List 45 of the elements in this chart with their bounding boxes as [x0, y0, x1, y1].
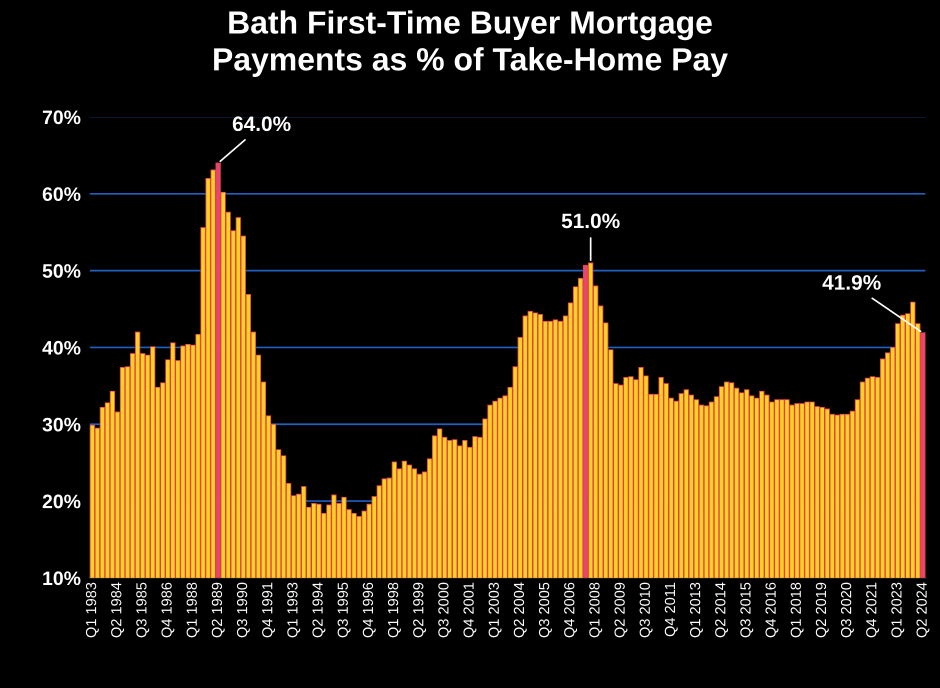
y-tick-label: 50% — [42, 264, 80, 278]
x-tick-label: Q1 2013 — [690, 582, 703, 638]
x-tick-label: Q2 1994 — [312, 582, 326, 638]
x-tick-label: Q3 2020 — [840, 582, 854, 638]
y-tick-label: 70% — [42, 110, 80, 124]
x-tick-label: Q3 2010 — [640, 582, 653, 638]
x-tick-label: Q2 1984 — [111, 582, 124, 638]
x-tick-label: Q3 2005 — [538, 582, 552, 638]
x-tick-label: Q3 2015 — [740, 582, 754, 638]
x-tick-label: Q1 2023 — [891, 582, 904, 638]
x-tick-label: Q3 1995 — [338, 582, 351, 638]
x-tick-label: Q1 1983 — [86, 582, 99, 638]
x-tick-label: Q2 2019 — [816, 582, 829, 638]
x-tick-label: Q4 2001 — [463, 582, 476, 638]
y-tick-label: 10% — [43, 571, 80, 586]
x-tick-label: Q2 1989 — [212, 582, 225, 638]
x-tick-label: Q1 1998 — [388, 582, 401, 638]
x-tick-label: Q3 1985 — [136, 582, 150, 638]
x-tick-label: Q4 2006 — [564, 582, 578, 638]
x-tick-label: Q4 1986 — [161, 582, 174, 638]
y-tick-label: 20% — [42, 494, 80, 508]
x-tick-label: Q4 2021 — [866, 582, 880, 638]
x-tick-label: Q3 2000 — [438, 582, 452, 638]
x-tick-label: Q1 2003 — [488, 582, 502, 638]
x-tick-label: Q2 2014 — [715, 582, 728, 638]
data-label: 41.9% — [822, 275, 881, 290]
x-tick-label: Q1 2018 — [790, 582, 804, 638]
x-tick-label: Q2 1999 — [413, 582, 426, 638]
x-tick-label: Q4 1991 — [262, 582, 276, 638]
x-tick-label: Q2 2009 — [614, 582, 628, 638]
x-tick-label: Q4 2016 — [765, 582, 778, 638]
x-tick-label: Q2 2004 — [514, 582, 527, 638]
x-tick-label: Q4 1996 — [362, 582, 376, 638]
data-label: 64.0% — [232, 116, 291, 132]
chart-title: Bath First-Time Buyer Mortgage Payments as % of Take-Home Pay — [214, 10, 728, 77]
y-tick-label: 30% — [42, 418, 80, 432]
x-tick-label: Q1 1993 — [287, 582, 300, 638]
data-label: 51.0% — [562, 214, 620, 228]
x-tick-label: Q1 1988 — [186, 582, 200, 638]
y-tick-label: 40% — [42, 340, 80, 355]
y-tick-label: 60% — [42, 187, 80, 202]
x-tick-label: Q1 2008 — [589, 582, 602, 638]
x-tick-label: Q4 2011 — [664, 582, 678, 636]
x-tick-label: Q3 1990 — [236, 582, 250, 638]
x-tick-label: Q2 2024 — [916, 582, 930, 638]
